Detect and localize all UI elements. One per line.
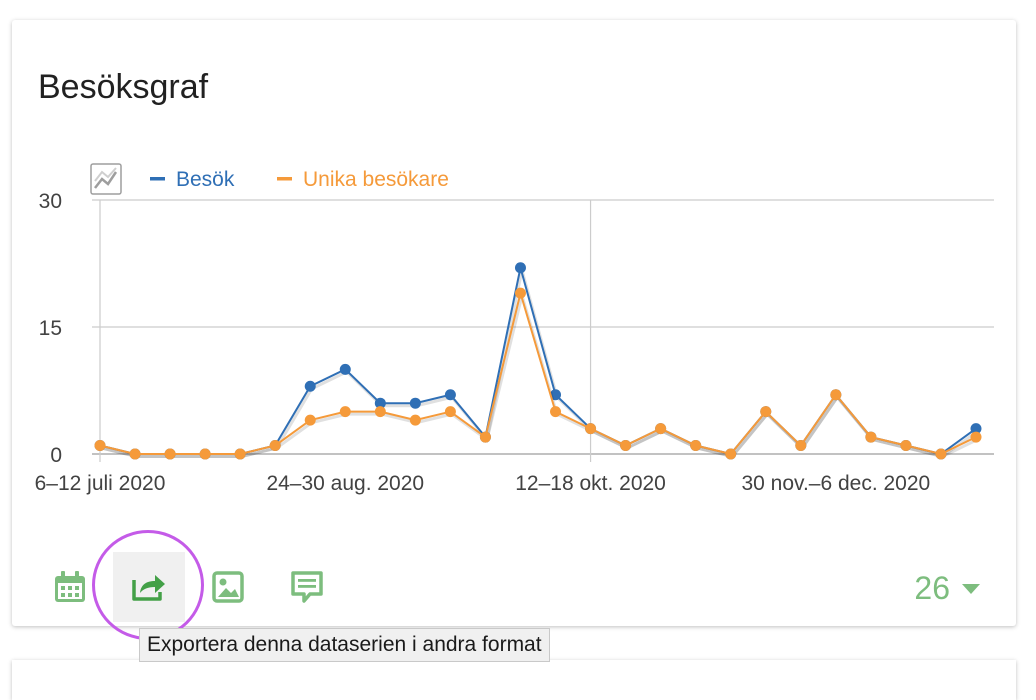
data-point [374, 406, 386, 418]
series-line-besok [99, 267, 977, 456]
visits-line-chart: Besök Unika besökare 0 15 30 6–12 juli 2020… [35, 163, 994, 495]
data-point [655, 423, 667, 435]
data-point [374, 397, 386, 409]
data-point [795, 440, 807, 452]
card-title: Besöksgraf [38, 68, 209, 106]
data-point [409, 414, 421, 426]
data-point [970, 423, 982, 435]
data-point [409, 397, 421, 409]
data-point [444, 406, 456, 418]
period-selector[interactable]: 26 [914, 570, 980, 607]
legend-swatch [277, 177, 292, 181]
series-line-shadow [101, 289, 979, 459]
legend-label: Unika besökare [303, 168, 449, 191]
image-icon [212, 571, 244, 603]
chart-legend[interactable]: Besök Unika besökare [90, 163, 449, 195]
data-point [234, 448, 246, 460]
data-point [620, 440, 632, 452]
data-point [725, 448, 737, 460]
data-point [94, 440, 106, 452]
data-point [304, 414, 316, 426]
series-line-shadow [101, 269, 979, 459]
calendar-button[interactable] [34, 552, 106, 622]
next-card [12, 660, 1016, 700]
data-point [444, 389, 456, 401]
data-point [269, 440, 281, 452]
legend-label: Besök [176, 168, 235, 191]
data-point [514, 262, 526, 274]
annotation-button[interactable] [271, 552, 343, 622]
data-point [339, 363, 351, 375]
visits-graph-card: Besöksgraf Besök Unika besökare 0 15 30 6–1… [12, 20, 1016, 626]
export-button[interactable] [113, 552, 185, 622]
x-tick-label: 30 nov.–6 dec. 2020 [741, 472, 930, 495]
data-point [479, 431, 491, 443]
series-line-unika-besokare [99, 289, 977, 456]
y-axis: 0 15 30 [39, 190, 62, 467]
image-export-button[interactable] [192, 552, 264, 622]
x-tick-label: 24–30 aug. 2020 [266, 472, 424, 495]
y-tick-label: 15 [39, 317, 62, 340]
data-point [935, 448, 947, 460]
data-point [164, 448, 176, 460]
data-point [199, 448, 211, 460]
legend-swatch [150, 177, 165, 181]
data-point [129, 448, 141, 460]
data-point [339, 406, 351, 418]
data-point [970, 431, 982, 443]
export-icon [132, 575, 165, 601]
data-point [585, 423, 597, 435]
data-point [865, 431, 877, 443]
icon-line [94, 167, 117, 182]
data-point [550, 389, 562, 401]
y-tick-label: 30 [39, 190, 62, 213]
y-tick-label: 0 [50, 444, 62, 467]
icon-line [94, 171, 118, 189]
chart-toolbar [12, 552, 1016, 622]
data-point [690, 440, 702, 452]
x-axis: 6–12 juli 2020 24–30 aug. 2020 12–18 okt. … [35, 472, 931, 495]
export-tooltip: Exportera denna dataserien i andra forma… [139, 628, 550, 662]
evolution-graph-icon [90, 163, 122, 195]
chart-series [94, 262, 982, 460]
period-value: 26 [914, 570, 950, 606]
caret-down-icon [962, 583, 980, 594]
data-point [550, 406, 562, 418]
annotation-icon [291, 571, 323, 603]
calendar-icon [55, 571, 85, 602]
x-tick-label: 12–18 okt. 2020 [515, 472, 666, 495]
data-point [760, 406, 772, 418]
data-point [514, 287, 526, 299]
x-tick-label: 6–12 juli 2020 [35, 472, 166, 495]
data-point [830, 389, 842, 401]
data-point [304, 380, 316, 392]
data-point [900, 440, 912, 452]
